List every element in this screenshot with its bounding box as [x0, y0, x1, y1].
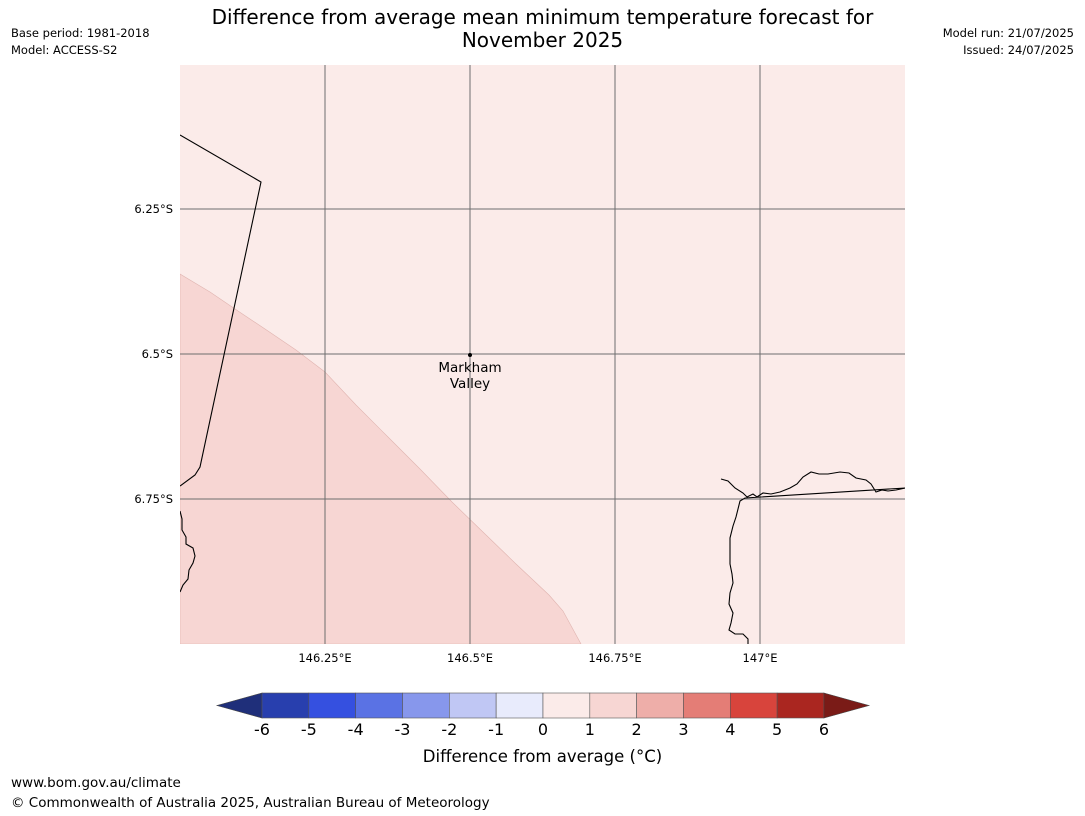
title-line-2: November 2025	[461, 28, 624, 52]
lon-tick-146-25: 146.25°E	[298, 651, 351, 665]
lon-tick-146-5: 146.5°E	[447, 651, 493, 665]
colorbar-extend-high	[823, 692, 871, 719]
colorbar-tick-label: -4	[348, 720, 364, 739]
place-label-markham: Markham	[438, 360, 501, 376]
coastline-east	[720, 471, 905, 644]
colorbar-tick-label: 2	[632, 720, 642, 739]
lon-tick-146-75: 146.75°E	[588, 651, 641, 665]
province-boundary	[180, 134, 262, 487]
markham-valley-marker	[468, 353, 472, 357]
colorbar-tick-label: -5	[301, 720, 317, 739]
place-label-valley: Valley	[450, 376, 490, 392]
model-text: Model: ACCESS-S2	[11, 43, 118, 57]
base-period-text: Base period: 1981-2018	[11, 26, 150, 40]
map-title: Difference from average mean minimum tem…	[0, 6, 1085, 52]
issued-text: Issued: 24/07/2025	[963, 43, 1074, 57]
colorbar-tick-label: -6	[254, 720, 270, 739]
lon-tick-labels: 146.25°E 146.5°E 146.75°E 147°E	[298, 651, 777, 665]
colorbar-segment	[729, 692, 778, 719]
lon-tick-147: 147°E	[743, 651, 778, 665]
colorbar-tick-label: 0	[538, 720, 548, 739]
colorbar-segment	[449, 692, 497, 719]
metadata-right: Model run: 21/07/2025 Issued: 24/07/2025	[943, 25, 1074, 59]
colorbar-tick-label: -3	[395, 720, 411, 739]
title-line-1: Difference from average mean minimum tem…	[211, 5, 874, 29]
colorbar-extend-low	[215, 692, 263, 719]
colorbar-tick-label: 1	[585, 720, 595, 739]
colorbar-segment	[776, 692, 825, 719]
colorbar-tick-label: 6	[819, 720, 829, 739]
colorbar-segment	[542, 692, 591, 719]
model-run-text: Model run: 21/07/2025	[942, 26, 1074, 40]
colorbar-segment	[589, 692, 637, 719]
colorbar-segment	[355, 692, 403, 719]
anomaly-1-to-2-region	[180, 273, 582, 644]
colorbar-tick-label: 5	[772, 720, 782, 739]
colorbar-segment	[402, 692, 450, 719]
colorbar-segment	[495, 692, 544, 719]
lat-tick-labels: 6.25°S 6.5°S 6.75°S	[134, 202, 173, 506]
lat-tick-6-25: 6.25°S	[134, 202, 173, 216]
lat-tick-6-5: 6.5°S	[142, 347, 173, 361]
colorbar-segment	[261, 692, 310, 719]
footer-copyright: © Commonwealth of Australia 2025, Austra…	[11, 795, 490, 811]
colorbar-tick-label: 4	[725, 720, 735, 739]
colorbar-tick-label: -1	[488, 720, 504, 739]
colorbar: -6 -5 -4 -3 -2 -1 0 1 2 3 4 5 6	[215, 692, 871, 739]
gridlines	[180, 65, 905, 644]
colorbar-label: Difference from average (°C)	[422, 747, 663, 766]
colorbar-segment	[636, 692, 684, 719]
footer-url: www.bom.gov.au/climate	[11, 775, 181, 791]
colorbar-segment	[683, 692, 731, 719]
colorbar-tick-label: -2	[441, 720, 457, 739]
lat-tick-6-75: 6.75°S	[134, 492, 173, 506]
boundaries	[180, 134, 905, 644]
coastline-west	[180, 510, 196, 593]
metadata-left: Base period: 1981-2018 Model: ACCESS-S2	[11, 25, 150, 59]
colorbar-segment	[308, 692, 356, 719]
colorbar-tick-label: 3	[678, 720, 688, 739]
